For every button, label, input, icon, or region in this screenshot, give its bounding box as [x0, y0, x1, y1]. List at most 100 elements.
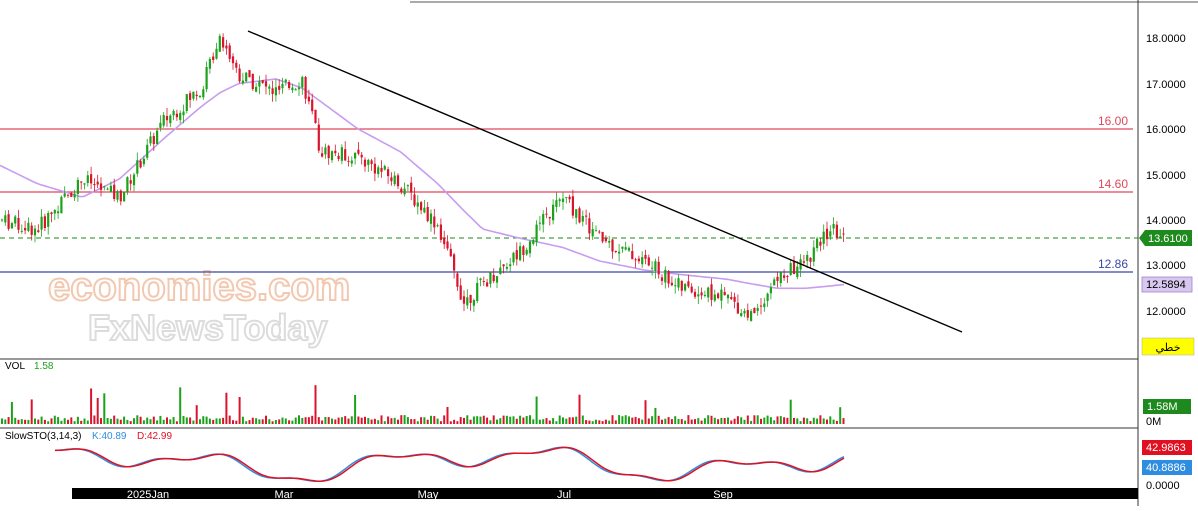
- volume-bar: [83, 418, 86, 424]
- candle-body: [829, 231, 832, 237]
- candle-body: [70, 193, 73, 197]
- volume-bar: [631, 417, 634, 424]
- volume-bar: [799, 421, 802, 424]
- volume-bar: [667, 417, 670, 424]
- candle-body: [129, 180, 132, 184]
- candle-body: [20, 230, 23, 232]
- volume-bar: [829, 416, 832, 424]
- volume-bar: [331, 418, 333, 424]
- volume-bar: [202, 416, 205, 424]
- candle-body: [670, 282, 673, 286]
- candle-body: [423, 207, 426, 213]
- volume-bar: [57, 417, 60, 424]
- volume-bar: [344, 416, 347, 424]
- volume-bar: [307, 417, 310, 424]
- volume-bar: [776, 416, 779, 424]
- watermark: economies.com FxNewsToday: [47, 264, 351, 349]
- volume-bar: [387, 416, 390, 424]
- volume-bar: [390, 418, 393, 424]
- volume-bar: [37, 419, 40, 424]
- x-axis: 2025Jan Mar May Jul Sep Nov 2026Jan: [127, 489, 1064, 501]
- candle-body: [693, 291, 697, 297]
- x-axis-bar: [72, 488, 1138, 499]
- candle-body: [779, 272, 782, 283]
- candlesticks: [0, 33, 845, 322]
- volume-bar: [370, 419, 373, 424]
- candle-body: [459, 285, 462, 300]
- candle-body: [634, 259, 637, 261]
- volume-bar: [604, 419, 607, 424]
- candle-body: [195, 94, 198, 97]
- candle-body: [182, 111, 185, 116]
- candle-body: [769, 287, 772, 294]
- svg-text:خطي: خطي: [1156, 342, 1181, 354]
- volume-bar: [687, 415, 690, 424]
- volume-bar: [532, 419, 535, 424]
- candle-body: [189, 93, 192, 100]
- candle-body: [598, 231, 601, 233]
- volume-bar: [301, 418, 304, 424]
- volume-bar: [73, 421, 76, 424]
- candle-body: [30, 225, 33, 235]
- candle-body: [278, 85, 281, 90]
- candle-body: [321, 153, 324, 157]
- candle-body: [0, 219, 4, 221]
- candle-body: [466, 297, 469, 306]
- volume-bar: [489, 420, 492, 424]
- volume-bar: [733, 418, 736, 424]
- candle-body: [106, 188, 109, 190]
- volume-bar: [786, 417, 789, 424]
- volume-bar: [10, 402, 13, 424]
- candle-body: [410, 182, 413, 193]
- volume-bar: [512, 416, 515, 424]
- volume-bar: [453, 419, 456, 424]
- candle-body: [350, 160, 353, 164]
- candle-body: [192, 91, 195, 99]
- watermark-fxnewstoday: FxNewsToday: [88, 307, 327, 348]
- svg-text:42.9863: 42.9863: [1146, 442, 1186, 454]
- candle-body: [558, 199, 561, 202]
- candle-body: [552, 204, 555, 221]
- x-tick: Sep: [713, 489, 733, 501]
- volume-bar: [773, 420, 776, 424]
- volume-bar: [565, 418, 568, 424]
- volume-bar: [641, 419, 644, 424]
- volume-bar: [268, 419, 271, 424]
- candle-body: [740, 313, 743, 316]
- volume-bar: [43, 419, 46, 424]
- volume-bar: [245, 421, 248, 424]
- volume-bar: [538, 419, 541, 424]
- candle-body: [281, 83, 284, 89]
- volume-bar: [24, 419, 27, 424]
- volume-bar: [743, 419, 746, 424]
- volume-bar: [20, 419, 23, 424]
- volume-bar: [750, 420, 753, 424]
- candle-body: [680, 281, 683, 291]
- candle-body: [33, 228, 37, 236]
- x-tick: Mar: [275, 489, 294, 501]
- volume-bar: [826, 419, 828, 424]
- candle-body: [667, 270, 670, 284]
- candle-body: [726, 294, 730, 299]
- volume-bar: [403, 415, 406, 424]
- volume-bar: [469, 419, 472, 424]
- volume-bar: [311, 415, 314, 424]
- volume-bar: [129, 421, 132, 424]
- volume-bar: [571, 417, 574, 424]
- candle-body: [264, 81, 268, 87]
- candle-body: [377, 167, 380, 174]
- volume-bar: [222, 417, 225, 424]
- candle-body: [132, 174, 136, 186]
- candle-body: [324, 147, 327, 155]
- candle-body: [136, 160, 139, 174]
- volume-bar: [522, 417, 525, 424]
- candle-body: [644, 254, 647, 259]
- candle-body: [766, 293, 769, 301]
- candle-body: [83, 183, 86, 185]
- volume-bar: [839, 407, 842, 424]
- volume-bar: [479, 416, 482, 424]
- candle-body: [198, 96, 202, 97]
- volume-bar: [182, 416, 185, 424]
- volume-value: 1.58: [34, 361, 54, 372]
- candle-body: [294, 89, 297, 91]
